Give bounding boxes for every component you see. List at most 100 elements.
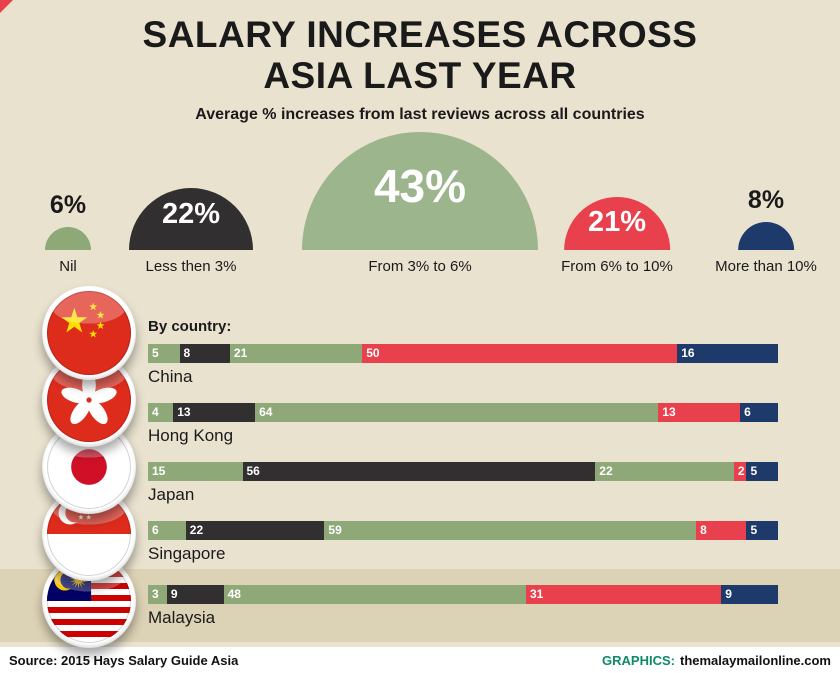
segment-value: 50	[366, 346, 380, 360]
segment-value: 48	[227, 587, 241, 601]
country-name: Japan	[148, 485, 195, 504]
segment-value: 21	[233, 346, 248, 360]
gauge-label: Less then 3%	[145, 258, 237, 275]
graphics-site: themalaymailonline.com	[680, 652, 831, 668]
bar-segment-less-then-3: 13	[173, 403, 256, 422]
country-row-malaysia: 3 9 48 31 9 Malaysia	[0, 569, 840, 642]
segment-value: 6	[744, 405, 751, 419]
gauge-label: Nil	[59, 258, 77, 275]
bar-segment-from-6-to-10: 50	[362, 344, 678, 363]
segment-value: 13	[177, 405, 191, 419]
segment-value: 15	[152, 464, 166, 478]
gauge-semicircle: 43%	[302, 132, 538, 250]
flag-column	[42, 286, 136, 648]
gauge-more-than-10: 8% More than 10%	[715, 188, 817, 278]
stacked-bar: 4 13 64 13 6	[148, 403, 778, 422]
bar-segment-more-than-10: 16	[677, 344, 778, 363]
gauge-nil: 6% Nil	[45, 193, 91, 278]
bar-segment-from-3-to-6: 59	[324, 521, 697, 540]
gauge-value: 8%	[747, 186, 785, 214]
country-name: Hong Kong	[148, 426, 234, 445]
segment-value: 4	[152, 405, 159, 419]
chart-subtitle: Average % increases from last reviews ac…	[195, 105, 645, 123]
segment-value: 31	[529, 587, 544, 601]
bar-segment-nil: 4	[148, 403, 174, 422]
source-credit: Source: 2015 Hays Salary Guide Asia	[9, 652, 239, 668]
graphics-credit: GRAPHICS: themalaymailonline.com	[602, 653, 831, 668]
segment-value: 8	[700, 523, 707, 537]
gauge-value: 21%	[587, 206, 647, 238]
segment-value: 22	[599, 464, 613, 478]
segment-value: 5	[750, 523, 758, 537]
segment-value: 9	[725, 587, 732, 601]
stacked-bar: 3 9 48 31 9	[148, 585, 778, 604]
bar-segment-from-3-to-6: 22	[595, 462, 734, 481]
segment-value: 5	[750, 464, 758, 478]
title-line-1: SALARY INCREASES ACROSS	[142, 14, 698, 55]
gauge-chart: 6% Nil 22% Less then 3% 43% From 3% to 6% 21% F…	[0, 128, 840, 278]
stacked-bar: 5 8 21 50 16	[148, 344, 778, 363]
country-name: China	[148, 367, 193, 386]
stacked-bar: 15 56 22 2 5	[148, 462, 778, 481]
gauge-semicircle: 21%	[564, 197, 670, 250]
segment-value: 5	[152, 346, 159, 360]
country-row-japan: 15 56 22 2 5 Japan	[148, 462, 778, 505]
country-bars-section: By country: 5 8 21 50 16 China 4 13 64 13 6 Hong Ko…	[0, 286, 840, 648]
bar-segment-from-6-to-10: 13	[658, 403, 741, 422]
gauge-label: From 6% to 10%	[561, 258, 673, 275]
gauge-from-3-to-6: 43% From 3% to 6%	[302, 132, 538, 278]
segment-value: 8	[183, 346, 191, 360]
bar-segment-nil: 6	[148, 521, 186, 540]
segment-value: 22	[189, 523, 204, 537]
country-name: Singapore	[148, 544, 226, 563]
chart-title: SALARY INCREASES ACROSS ASIA LAST YEAR	[0, 14, 840, 97]
segment-value: 59	[328, 523, 342, 537]
bar-segment-less-then-3: 22	[185, 521, 325, 540]
segment-value: 2	[737, 464, 745, 478]
bar-segment-from-3-to-6: 48	[223, 585, 526, 604]
segment-value: 13	[662, 405, 676, 419]
segment-value: 6	[152, 523, 159, 537]
segment-value: 9	[170, 587, 178, 601]
gauge-from-6-to-10: 21% From 6% to 10%	[561, 197, 673, 278]
china-flag	[42, 286, 136, 380]
gauge-less-then-3: 22% Less then 3%	[129, 188, 253, 278]
country-row-china: 5 8 21 50 16 China	[148, 344, 778, 387]
bar-segment-less-then-3: 8	[179, 344, 230, 363]
footer: Source: 2015 Hays Salary Guide Asia GRAP…	[0, 647, 840, 673]
bar-segment-from-6-to-10: 8	[696, 521, 747, 540]
bar-segment-more-than-10: 5	[746, 521, 778, 540]
gauge-semicircle	[737, 222, 794, 250]
gauge-semicircle	[45, 227, 91, 250]
segment-value: 64	[259, 405, 273, 419]
bar-segment-from-3-to-6: 64	[255, 403, 659, 422]
gauge-semicircle: 22%	[129, 188, 253, 250]
bar-segment-from-6-to-10: 2	[733, 462, 747, 481]
graphics-label: GRAPHICS:	[602, 652, 675, 668]
bar-segment-from-3-to-6: 21	[229, 344, 363, 363]
gauge-value: 43%	[373, 160, 467, 212]
country-name: Malaysia	[148, 608, 216, 627]
bar-segment-more-than-10: 6	[740, 403, 778, 422]
corner-fold-decoration	[0, 0, 13, 13]
header: SALARY INCREASES ACROSS ASIA LAST YEAR A…	[0, 14, 840, 124]
country-row-hong-kong: 4 13 64 13 6 Hong Kong	[148, 403, 778, 446]
gauge-value: 6%	[49, 191, 87, 219]
segment-value: 16	[681, 346, 695, 360]
bar-segment-nil: 15	[148, 462, 243, 481]
bar-segment-nil: 5	[148, 344, 180, 363]
segment-value: 56	[246, 464, 260, 478]
bar-rows: By country: 5 8 21 50 16 China 4 13 64 13 6 Hong Ko…	[0, 318, 840, 642]
country-row-singapore: 6 22 59 8 5 Singapore	[148, 521, 778, 564]
gauge-label: More than 10%	[715, 258, 817, 275]
bar-segment-more-than-10: 5	[746, 462, 778, 481]
bar-segment-nil: 3	[148, 585, 167, 604]
title-line-2: ASIA LAST YEAR	[263, 55, 577, 97]
by-country-label: By country:	[148, 318, 232, 335]
gauge-label: From 3% to 6%	[368, 258, 472, 275]
bar-segment-less-then-3: 56	[242, 462, 596, 481]
bar-segment-less-then-3: 9	[166, 585, 224, 604]
bar-segment-more-than-10: 9	[721, 585, 778, 604]
segment-value: 3	[152, 587, 159, 601]
